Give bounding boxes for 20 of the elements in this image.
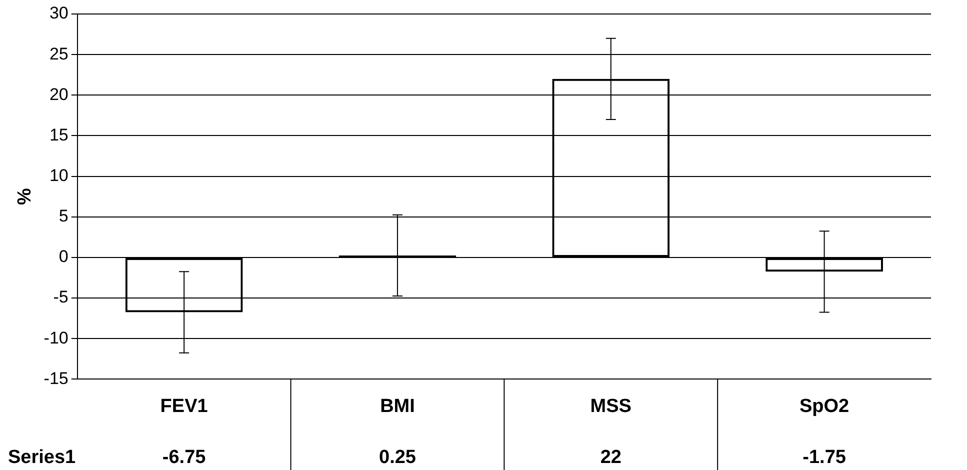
y-tick-label: 30 <box>49 4 68 23</box>
y-tick-label: 25 <box>49 44 68 64</box>
y-axis-title: % <box>14 188 36 206</box>
x-tick-label: SpO2 <box>799 396 850 417</box>
data-label: -6.75 <box>162 447 206 468</box>
y-tick-label: 5 <box>58 206 68 226</box>
x-tick-label: FEV1 <box>160 396 208 417</box>
y-tick-label: 15 <box>49 125 68 144</box>
data-label: 0.25 <box>378 447 416 468</box>
data-label: -1.75 <box>802 447 846 468</box>
y-tick-label: -5 <box>53 288 68 307</box>
x-tick-label: BMI <box>380 396 415 417</box>
x-tick-label: MSS <box>590 396 632 417</box>
y-tick-label: 0 <box>58 247 68 266</box>
y-tick-label: 20 <box>49 84 68 104</box>
y-tick-label: -15 <box>44 368 68 388</box>
y-tick-label: -10 <box>44 328 68 348</box>
text: Series1 <box>8 447 76 468</box>
y-tick-label: 10 <box>49 166 68 185</box>
data-label: 22 <box>600 447 622 468</box>
